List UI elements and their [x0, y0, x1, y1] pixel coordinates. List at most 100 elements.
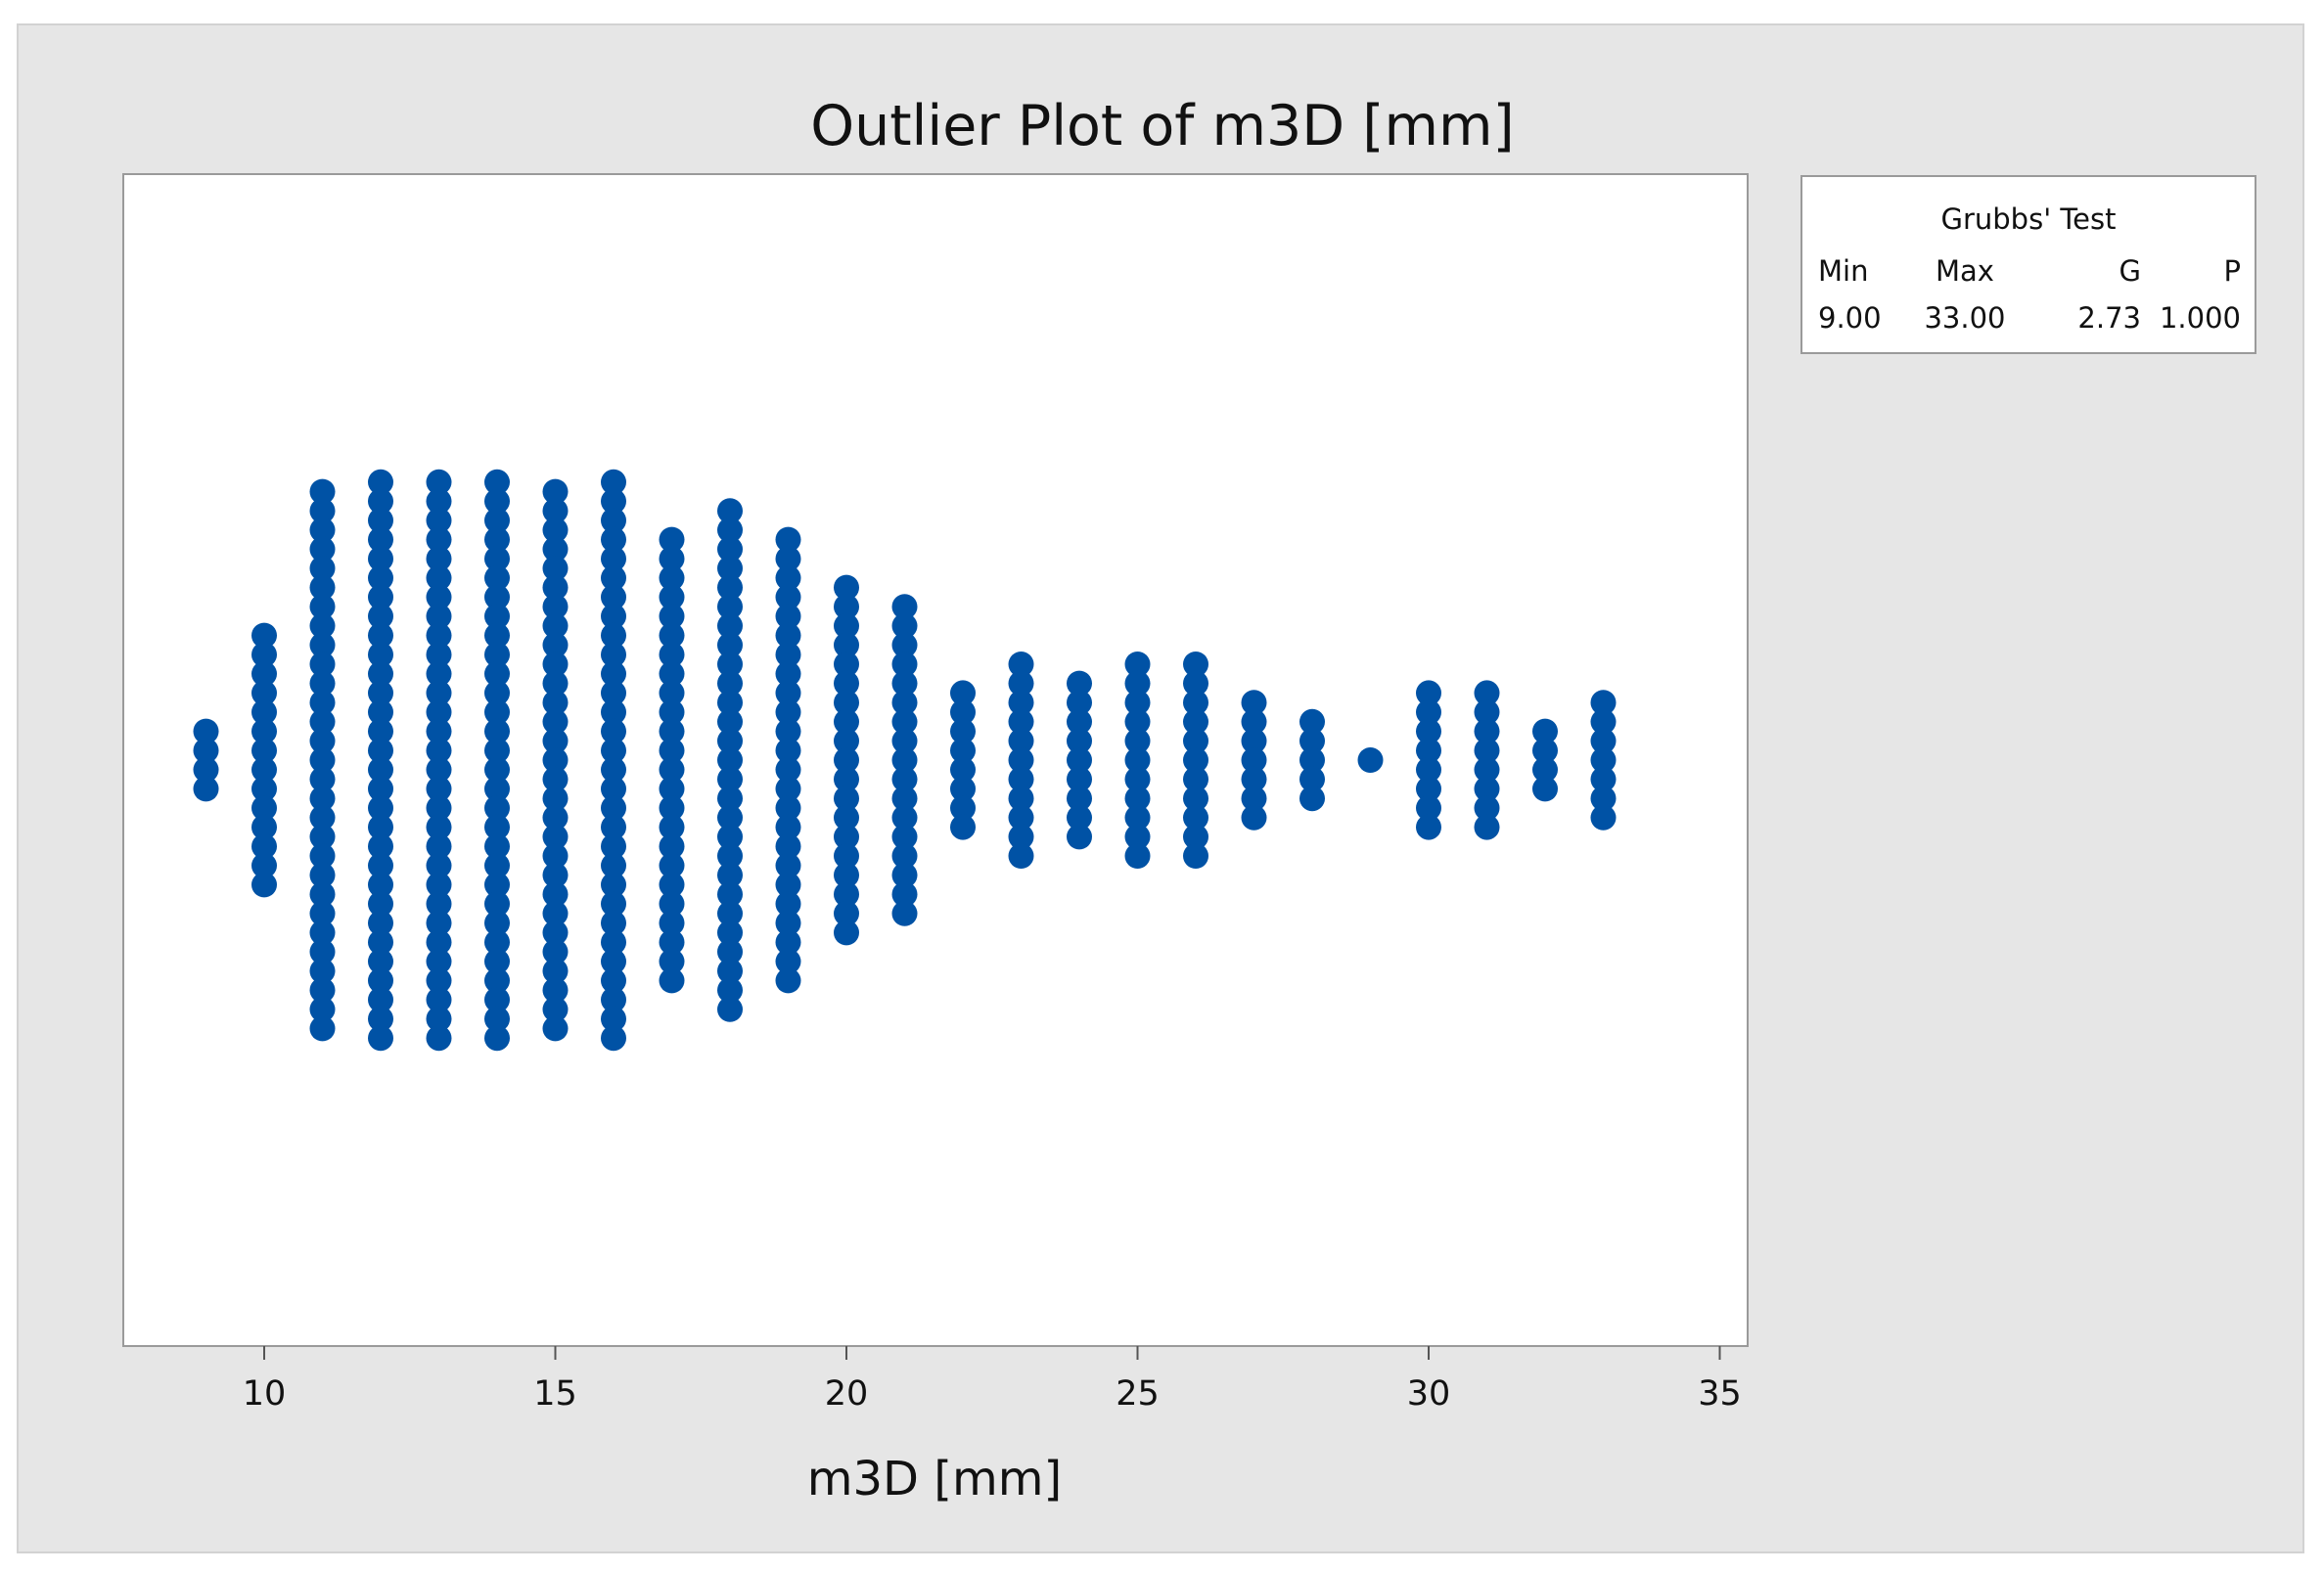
- data-point-x17-21: [659, 929, 685, 956]
- data-point-x26-2: [1183, 690, 1208, 716]
- data-point-x28-4: [1299, 786, 1325, 812]
- data-point-x19-22: [775, 948, 801, 974]
- data-point-x23-2: [1008, 690, 1034, 716]
- data-point-x13-16: [426, 776, 452, 802]
- data-point-x16-23: [601, 910, 626, 936]
- data-point-x30-2: [1416, 718, 1441, 744]
- x-tick-label-20: 20: [825, 1374, 869, 1414]
- data-point-x24-0: [1067, 670, 1092, 697]
- data-point-x32-3: [1532, 776, 1558, 802]
- data-point-x12-7: [368, 604, 393, 629]
- data-point-x20-14: [834, 843, 859, 869]
- data-point-x17-12: [659, 756, 685, 783]
- data-point-x20-9: [834, 747, 859, 773]
- data-point-x16-0: [601, 469, 626, 495]
- data-point-x12-6: [368, 584, 393, 610]
- data-point-x20-11: [834, 786, 859, 812]
- data-point-x16-18: [601, 814, 626, 840]
- data-point-x15-2: [542, 517, 569, 543]
- data-point-x19-4: [775, 604, 801, 629]
- data-point-x14-15: [484, 756, 510, 783]
- data-point-x21-1: [891, 612, 918, 639]
- data-point-x18-21: [717, 900, 743, 926]
- data-point-x27-6: [1241, 804, 1267, 831]
- data-point-x23-3: [1008, 708, 1034, 735]
- data-point-x19-1: [775, 546, 801, 572]
- data-point-x23-9: [1008, 824, 1034, 850]
- data-point-x15-25: [542, 958, 569, 984]
- data-point-x11-25: [309, 958, 336, 984]
- data-point-x11-11: [309, 690, 336, 716]
- data-point-x13-11: [426, 680, 452, 706]
- data-point-x13-28: [426, 1006, 452, 1032]
- data-point-x22-1: [950, 699, 976, 725]
- grubbs-value-row: 9.00 33.00 2.73 1.000: [1818, 294, 2241, 341]
- data-point-x21-9: [891, 766, 918, 792]
- data-point-x21-15: [891, 881, 918, 908]
- data-point-x17-1: [659, 546, 685, 572]
- data-point-x30-4: [1416, 756, 1441, 783]
- data-point-x14-2: [484, 508, 510, 533]
- data-point-x31-0: [1474, 680, 1500, 706]
- data-point-x19-8: [775, 680, 801, 706]
- data-point-x11-22: [309, 900, 336, 926]
- data-point-x21-0: [891, 594, 918, 620]
- data-point-x13-15: [426, 756, 452, 783]
- data-point-x14-29: [484, 1025, 510, 1052]
- data-point-x24-8: [1067, 824, 1092, 850]
- data-point-x18-14: [717, 766, 743, 792]
- data-point-x10-8: [251, 776, 277, 802]
- data-point-x15-23: [542, 920, 569, 946]
- data-point-x24-7: [1067, 804, 1092, 831]
- data-point-x19-14: [775, 795, 801, 821]
- data-point-x22-6: [950, 795, 976, 821]
- data-point-x11-24: [309, 939, 336, 965]
- data-point-x21-13: [891, 843, 918, 869]
- data-point-x13-3: [426, 526, 452, 553]
- data-point-x33-5: [1590, 786, 1617, 812]
- data-point-x9-2: [193, 756, 219, 783]
- data-point-x24-2: [1067, 708, 1092, 735]
- data-point-x12-27: [368, 987, 393, 1012]
- data-point-x14-24: [484, 929, 510, 956]
- data-point-x30-5: [1416, 776, 1441, 802]
- data-point-x17-9: [659, 699, 685, 725]
- data-point-x21-2: [891, 632, 918, 658]
- data-point-x16-9: [601, 642, 626, 668]
- data-point-x15-8: [542, 632, 569, 658]
- data-point-x19-19: [775, 891, 801, 917]
- data-point-x16-27: [601, 987, 626, 1012]
- data-point-x12-22: [368, 891, 393, 917]
- data-point-x15-21: [542, 881, 569, 908]
- data-point-x18-2: [717, 536, 743, 562]
- data-point-x26-1: [1183, 670, 1208, 697]
- data-point-x16-26: [601, 967, 626, 994]
- grubbs-header-p: P: [2223, 254, 2242, 288]
- data-point-x19-0: [775, 526, 801, 553]
- points-layer: [193, 469, 1617, 1052]
- grubbs-test-table: Min Max G P 9.00 33.00 2.73 1.000: [1818, 247, 2241, 341]
- data-point-x20-18: [834, 920, 859, 946]
- data-point-x20-15: [834, 862, 859, 888]
- data-point-x17-13: [659, 776, 685, 802]
- data-point-x14-8: [484, 622, 510, 649]
- data-point-x22-7: [950, 814, 976, 840]
- data-point-x20-3: [834, 632, 859, 658]
- data-point-x17-17: [659, 852, 685, 878]
- data-point-x12-2: [368, 508, 393, 533]
- data-point-x15-18: [542, 824, 569, 850]
- data-point-x23-6: [1008, 766, 1034, 792]
- data-point-x18-23: [717, 939, 743, 965]
- data-point-x11-6: [309, 594, 336, 620]
- data-point-x15-14: [542, 747, 569, 773]
- data-point-x30-1: [1416, 699, 1441, 725]
- chart-title: Outlier Plot of m3D [mm]: [810, 94, 1515, 158]
- data-point-x28-2: [1299, 747, 1325, 773]
- data-point-x15-27: [542, 996, 569, 1022]
- data-point-x17-6: [659, 642, 685, 668]
- data-point-x13-6: [426, 584, 452, 610]
- grubbs-header-g: G: [2119, 254, 2141, 288]
- data-point-x12-14: [368, 738, 393, 764]
- data-point-x11-5: [309, 574, 336, 601]
- data-point-x15-12: [542, 708, 569, 735]
